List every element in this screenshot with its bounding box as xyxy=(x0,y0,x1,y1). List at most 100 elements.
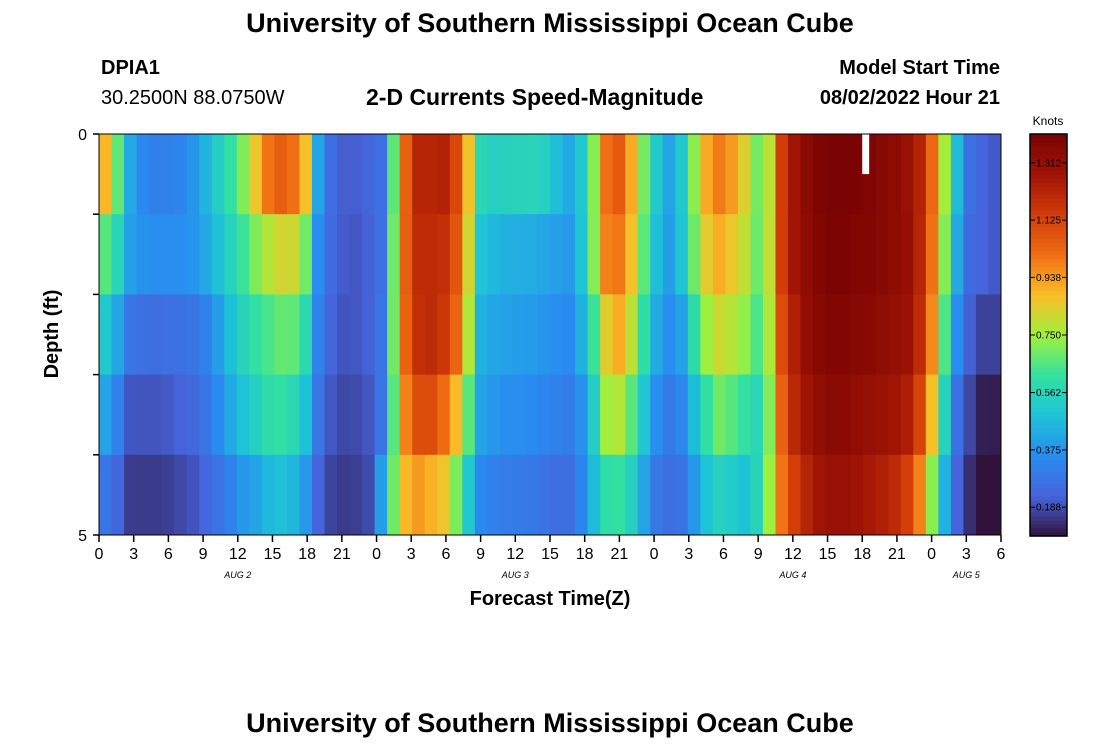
heatmap-cell xyxy=(311,454,326,535)
colorbar-segment xyxy=(1030,266,1067,272)
heatmap-cell xyxy=(211,134,225,215)
colorbar-segment xyxy=(1030,351,1067,356)
heatmap-cell xyxy=(161,294,175,376)
heatmap-cell xyxy=(249,454,263,535)
heatmap-cell xyxy=(149,294,163,376)
colorbar-segment xyxy=(1030,274,1067,280)
heatmap-cell xyxy=(299,214,313,295)
heatmap-cell xyxy=(800,294,814,376)
heatmap-cell xyxy=(337,454,351,535)
heatmap-cell xyxy=(512,294,526,376)
heatmap-cell xyxy=(199,374,213,456)
heatmap-cell xyxy=(575,454,589,535)
x-tick-label: 9 xyxy=(199,546,208,563)
heatmap-cell xyxy=(524,454,539,535)
heatmap-cell xyxy=(612,454,626,535)
heatmap-cell xyxy=(186,454,200,535)
colorbar-segment xyxy=(1030,383,1067,388)
heatmap-cell xyxy=(575,294,589,376)
heatmap-cell xyxy=(174,134,188,215)
heatmap-cell xyxy=(412,374,426,456)
heatmap-cells xyxy=(99,134,1001,535)
heatmap-cell xyxy=(161,214,175,295)
heatmap-cell xyxy=(449,454,463,535)
heatmap-cell xyxy=(988,454,1001,535)
heatmap-cell xyxy=(750,374,764,456)
colorbar-segment xyxy=(1030,238,1067,244)
colorbar-segment xyxy=(1030,206,1067,211)
heatmap-cell xyxy=(838,294,852,376)
page-title: University of Southern Mississippi Ocean… xyxy=(246,8,854,38)
heatmap-cell xyxy=(211,294,225,376)
colorbar-segment xyxy=(1030,367,1067,372)
heatmap-cell xyxy=(236,454,250,535)
heatmap-cell xyxy=(349,374,363,456)
heatmap-cell xyxy=(988,294,1001,376)
colorbar-segment xyxy=(1030,375,1067,380)
x-axis: 0 3 6 9 12 15 18 21 0 3 6 9 12 15 18 21 0 3 6 9 12 15 18 21 0 3 6 A… xyxy=(95,535,1006,580)
x-tick-label: 0 xyxy=(927,546,936,563)
heatmap-cell xyxy=(261,374,275,456)
heatmap-cell xyxy=(249,374,263,456)
heatmap-cell xyxy=(637,374,651,456)
heatmap-cell xyxy=(687,134,701,215)
heatmap-cell xyxy=(261,454,275,535)
heatmap-cell xyxy=(337,294,351,376)
heatmap-cell xyxy=(299,374,313,456)
heatmap-cell xyxy=(950,214,965,295)
heatmap-cell xyxy=(650,294,664,376)
heatmap-cell xyxy=(324,134,338,215)
heatmap-cell xyxy=(111,454,125,535)
heatmap-cell xyxy=(362,374,376,456)
colorbar-segment xyxy=(1030,511,1067,517)
station-coords: 30.2500N 88.0750W xyxy=(101,87,285,109)
heatmap-cell xyxy=(111,214,125,295)
heatmap-cell xyxy=(762,294,777,376)
heatmap-cell xyxy=(813,214,827,295)
heatmap-cell xyxy=(537,294,551,376)
colorbar-segment xyxy=(1030,218,1067,224)
heatmap-cell xyxy=(337,214,351,295)
heatmap-cell xyxy=(825,374,839,456)
heatmap-cell xyxy=(725,214,739,295)
heatmap-cell xyxy=(562,454,576,535)
heatmap-cell xyxy=(675,454,689,535)
heatmap-cell xyxy=(462,214,476,295)
colorbar-segment xyxy=(1030,282,1067,288)
heatmap-cell xyxy=(612,374,626,456)
date-label: AUG 4 xyxy=(778,570,806,580)
x-tick-label: 18 xyxy=(853,546,871,563)
heatmap-cell xyxy=(512,214,526,295)
heatmap-cell xyxy=(399,134,413,215)
colorbar-segment xyxy=(1030,359,1067,364)
heatmap-cell xyxy=(286,374,301,456)
heatmap-cell xyxy=(650,374,664,456)
heatmap-cell xyxy=(687,374,701,456)
heatmap-cell xyxy=(136,374,150,456)
missing-data-gap xyxy=(862,134,870,175)
colorbar-segment xyxy=(1030,411,1067,416)
x-tick-label: 21 xyxy=(333,546,351,563)
x-tick-label: 12 xyxy=(784,546,802,563)
colorbar-segment xyxy=(1030,150,1067,155)
heatmap-cell xyxy=(800,214,814,295)
colorbar-segment xyxy=(1030,439,1067,445)
heatmap-cell xyxy=(963,214,977,295)
heatmap-cell xyxy=(762,374,777,456)
x-tick-label: 3 xyxy=(684,546,693,563)
heatmap-cell xyxy=(286,134,301,215)
heatmap-cell xyxy=(587,454,601,535)
heatmap-cell xyxy=(111,294,125,376)
heatmap-cell xyxy=(850,454,864,535)
colorbar-segment xyxy=(1030,491,1067,497)
heatmap-cell xyxy=(399,374,413,456)
colorbar-segment xyxy=(1030,427,1067,433)
heatmap-cell xyxy=(311,214,326,295)
heatmap-cell xyxy=(950,294,965,376)
colorbar-segment xyxy=(1030,158,1067,163)
colorbar-segment xyxy=(1030,246,1067,252)
heatmap-cell xyxy=(99,214,113,295)
heatmap-cell xyxy=(625,454,639,535)
colorbar-segment xyxy=(1030,391,1067,396)
x-tick-label: 0 xyxy=(95,546,104,563)
